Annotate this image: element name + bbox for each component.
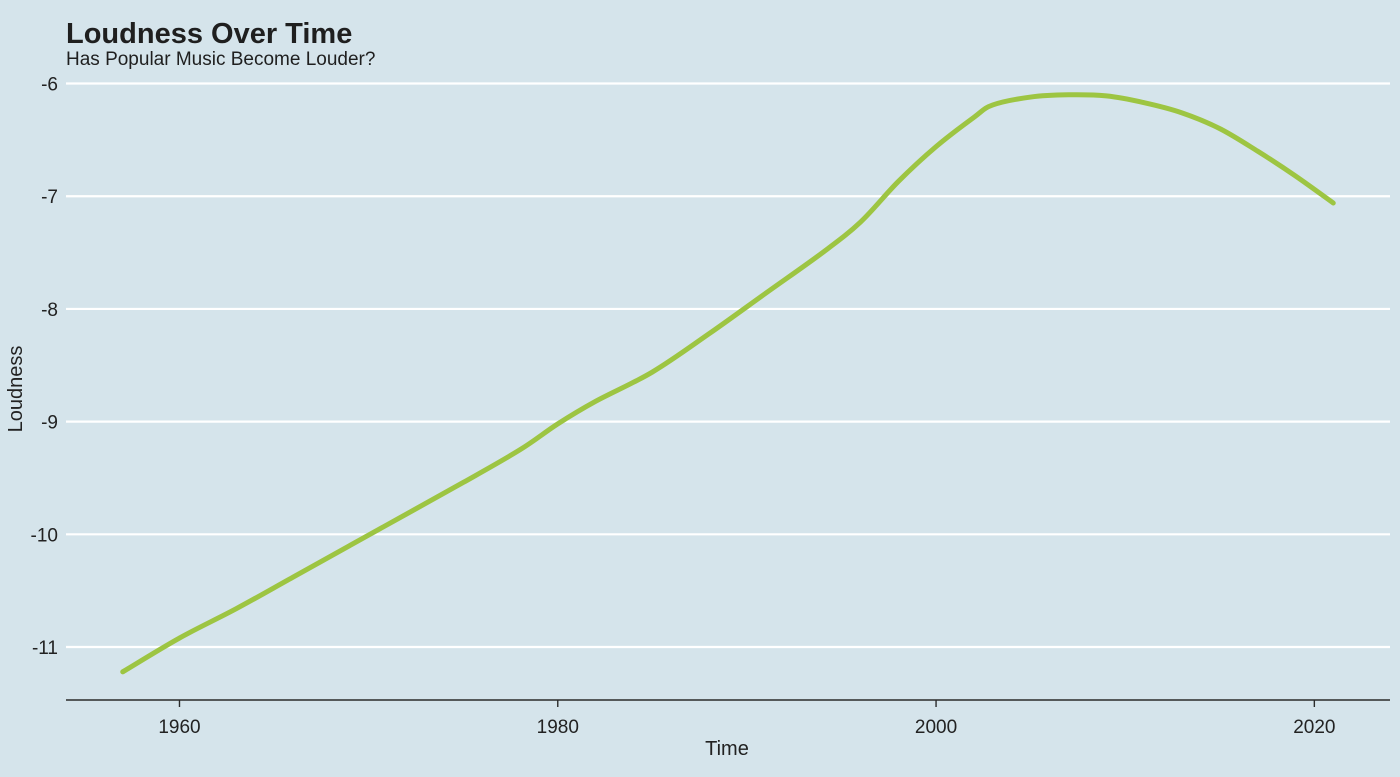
y-tick-label: -8 — [41, 300, 58, 321]
chart-subtitle: Has Popular Music Become Louder? — [66, 49, 375, 70]
y-axis-tick-labels: -11 -10 -9 -8 -7 -6 — [31, 75, 58, 660]
chart-title: Loudness Over Time — [66, 18, 352, 50]
x-tick-label: 2000 — [915, 717, 957, 738]
loudness-series-line — [120, 92, 1336, 675]
series-layer — [120, 92, 1336, 675]
x-axis: 1960 1980 2000 2020 — [66, 699, 1390, 738]
y-tick-label: -7 — [41, 187, 58, 208]
y-axis-title: Loudness — [5, 346, 27, 433]
x-tick-label: 2020 — [1293, 717, 1335, 738]
y-tick-label: -10 — [31, 525, 58, 546]
x-tick-label: 1980 — [537, 717, 579, 738]
gridlines — [66, 82, 1390, 649]
y-tick-label: -6 — [41, 75, 58, 96]
y-tick-label: -11 — [32, 638, 58, 659]
x-tick-label: 1960 — [158, 717, 200, 738]
x-axis-title: Time — [705, 738, 749, 760]
y-tick-label: -9 — [41, 413, 58, 434]
